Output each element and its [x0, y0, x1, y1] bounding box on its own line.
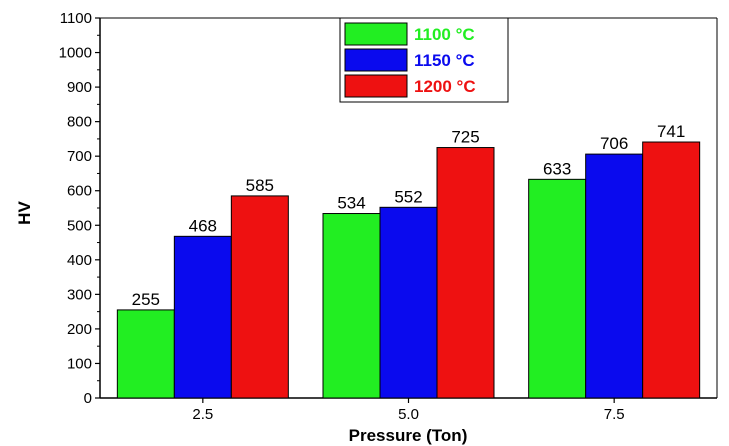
y-tick-label: 400 [67, 252, 92, 269]
bar [642, 141, 701, 399]
legend-swatch [344, 22, 408, 46]
y-tick-label: 100 [67, 355, 92, 372]
legend-swatch [344, 48, 408, 72]
y-axis-title: HV [15, 201, 34, 225]
bar [230, 195, 289, 399]
y-tick-label: 600 [67, 183, 92, 200]
y-tick-label: 300 [67, 286, 92, 303]
bar [379, 206, 438, 399]
y-tick-label: 700 [67, 148, 92, 165]
x-tick-label: 2.5 [192, 406, 213, 423]
data-label: 633 [543, 159, 571, 178]
data-label: 255 [132, 290, 160, 309]
y-tick-label: 500 [67, 217, 92, 234]
legend-label: 1150 °C [414, 51, 475, 70]
legend-label: 1200 °C [414, 77, 476, 96]
y-tick-label: 200 [67, 321, 92, 338]
bar [322, 213, 381, 399]
data-label: 552 [394, 187, 422, 206]
y-tick-label: 800 [67, 114, 92, 131]
y-tick-label: 1000 [59, 45, 92, 62]
bar [173, 235, 232, 399]
bar [528, 178, 587, 399]
y-tick-label: 1100 [60, 10, 92, 27]
bar [436, 147, 495, 399]
x-axis-title: Pressure (Ton) [349, 426, 468, 445]
bar-series-group [116, 141, 701, 399]
y-axis: 0 100 200 300 400 500 600 700 800 900 1000 1100 [59, 10, 100, 407]
legend: 1100 °C 1150 °C 1200 °C [339, 17, 509, 103]
data-label: 725 [451, 128, 479, 147]
y-tick-label: 900 [67, 79, 92, 96]
data-label: 534 [337, 194, 365, 213]
x-tick-label: 7.5 [604, 406, 625, 423]
data-label: 585 [246, 176, 274, 195]
legend-label: 1100 °C [414, 25, 475, 44]
data-label-group: 255 468 585 534 552 725 633 706 741 [132, 122, 686, 309]
legend-swatch [344, 74, 408, 98]
data-label: 706 [600, 134, 628, 153]
data-label: 468 [189, 216, 217, 235]
y-tick-label: 0 [84, 390, 92, 407]
x-axis: 2.5 5.0 7.5 [192, 398, 625, 423]
data-label: 741 [657, 122, 685, 141]
bar [116, 309, 175, 399]
x-tick-label: 5.0 [398, 406, 419, 423]
bar [585, 153, 644, 399]
